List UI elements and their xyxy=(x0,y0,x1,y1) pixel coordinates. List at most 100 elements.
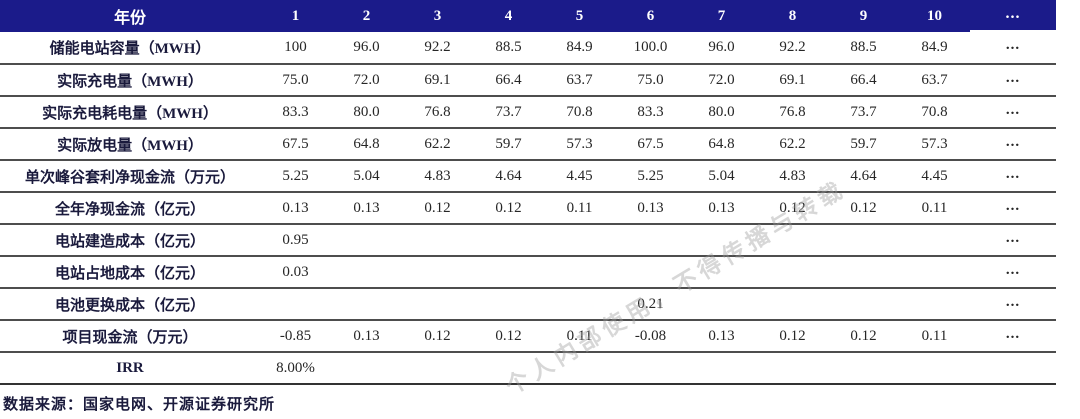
value-cell: 70.8 xyxy=(544,96,615,129)
value-cell xyxy=(686,224,757,257)
row-label-cell: 电池更换成本（亿元） xyxy=(0,288,260,321)
table-row: 电站占地成本（亿元） 0.03... xyxy=(0,254,1056,289)
value-cell xyxy=(331,256,402,289)
header-year-4-cell: 4 xyxy=(473,0,544,32)
table-row: IRR 8.00% xyxy=(0,352,1056,385)
value-cell: 63.7 xyxy=(544,64,615,97)
value-cell: 0.12 xyxy=(402,192,473,225)
ellipsis-cell: ... xyxy=(970,30,1056,63)
row-label-cell: 储能电站容量（MWH） xyxy=(0,32,260,65)
value-cell: 96.0 xyxy=(331,32,402,65)
value-cell: 57.3 xyxy=(899,128,970,161)
value-cell xyxy=(828,256,899,289)
value-cell xyxy=(544,288,615,321)
table-row: 单次峰谷套利净现金流（万元） 5.25 5.04 4.83 4.64 4.45 5.25 5.… xyxy=(0,158,1056,193)
value-cell: 0.13 xyxy=(686,192,757,225)
value-cell: 0.12 xyxy=(473,192,544,225)
value-cell: 0.12 xyxy=(828,192,899,225)
value-cell xyxy=(757,224,828,257)
value-cell: 0.11 xyxy=(544,192,615,225)
table-row: 实际充电耗电量（MWH） 83.3 80.0 76.8 73.7 70.8 83.3 80.0… xyxy=(0,94,1056,129)
value-cell: 59.7 xyxy=(828,128,899,161)
table-row: 储能电站容量（MWH） 100 96.0 92.2 88.5 84.9 100.0 96.0 9… xyxy=(0,30,1056,65)
value-cell: -0.08 xyxy=(615,320,686,353)
value-cell: 4.64 xyxy=(828,160,899,193)
header-year-9-cell: 9 xyxy=(828,0,899,32)
value-cell xyxy=(615,256,686,289)
header-year-2-cell: 2 xyxy=(331,0,402,32)
value-cell: 92.2 xyxy=(757,32,828,65)
table-row: 电站建造成本（亿元） 0.95... xyxy=(0,222,1056,257)
value-cell: 0.12 xyxy=(828,320,899,353)
value-cell: 72.0 xyxy=(331,64,402,97)
value-cell xyxy=(331,352,402,385)
value-cell xyxy=(260,288,331,321)
value-cell xyxy=(899,224,970,257)
header-year-cell: 年份 xyxy=(0,0,260,32)
row-label-cell: 实际放电量（MWH） xyxy=(0,128,260,161)
value-cell: 92.2 xyxy=(402,32,473,65)
ellipsis-cell: ... xyxy=(970,222,1056,255)
value-cell xyxy=(828,224,899,257)
value-cell: 64.8 xyxy=(686,128,757,161)
value-cell: 63.7 xyxy=(899,64,970,97)
value-cell: 5.25 xyxy=(615,160,686,193)
value-cell: -0.85 xyxy=(260,320,331,353)
row-label-cell: 电站建造成本（亿元） xyxy=(0,224,260,257)
header-ellipsis-cell: ... xyxy=(970,0,1056,30)
value-cell: 69.1 xyxy=(757,64,828,97)
row-label-cell: 全年净现金流（亿元） xyxy=(0,192,260,225)
value-cell: 0.95 xyxy=(260,224,331,257)
value-cell: 96.0 xyxy=(686,32,757,65)
value-cell: 100 xyxy=(260,32,331,65)
value-cell: 0.11 xyxy=(544,320,615,353)
value-cell xyxy=(757,288,828,321)
value-cell: 75.0 xyxy=(615,64,686,97)
ellipsis-cell: ... xyxy=(970,286,1056,319)
value-cell: 100.0 xyxy=(615,32,686,65)
ellipsis-cell: ... xyxy=(970,158,1056,191)
header-year-10-cell: 10 xyxy=(899,0,970,32)
value-cell xyxy=(331,224,402,257)
header-year-3-cell: 3 xyxy=(402,0,473,32)
value-cell: 5.04 xyxy=(331,160,402,193)
value-cell xyxy=(899,352,970,385)
value-cell xyxy=(331,288,402,321)
header-row: 年份 1 2 3 4 5 6 7 8 9 10... xyxy=(0,0,1056,32)
value-cell xyxy=(473,256,544,289)
value-cell xyxy=(402,224,473,257)
value-cell xyxy=(402,288,473,321)
value-cell xyxy=(544,352,615,385)
value-cell: 0.13 xyxy=(331,192,402,225)
table-row: 全年净现金流（亿元） 0.13 0.13 0.12 0.12 0.11 0.13 0.13 0.… xyxy=(0,190,1056,225)
energy-storage-irr-table: 年份 1 2 3 4 5 6 7 8 9 10... 储能电站容量（MWH） 100 96.0 92.2 8… xyxy=(0,0,1056,385)
table-row: 实际充电量（MWH） 75.0 72.0 69.1 66.4 63.7 75.0 72.0 69… xyxy=(0,62,1056,97)
value-cell xyxy=(828,288,899,321)
value-cell: 59.7 xyxy=(473,128,544,161)
ellipsis-cell: ... xyxy=(970,94,1056,127)
value-cell: 84.9 xyxy=(544,32,615,65)
value-cell xyxy=(544,224,615,257)
value-cell: 0.03 xyxy=(260,256,331,289)
value-cell: 0.11 xyxy=(899,192,970,225)
ellipsis-cell: ... xyxy=(970,254,1056,287)
value-cell: 83.3 xyxy=(615,96,686,129)
table-body: 储能电站容量（MWH） 100 96.0 92.2 88.5 84.9 100.0 96.0 9… xyxy=(0,30,1056,385)
value-cell: 0.13 xyxy=(260,192,331,225)
value-cell: 88.5 xyxy=(828,32,899,65)
table-row: 项目现金流（万元） -0.85 0.13 0.12 0.12 0.11 -0.08 0.13 0… xyxy=(0,318,1056,353)
header-year-8-cell: 8 xyxy=(757,0,828,32)
value-cell: 72.0 xyxy=(686,64,757,97)
ellipsis-cell: ... xyxy=(970,62,1056,95)
value-cell: 0.13 xyxy=(615,192,686,225)
value-cell xyxy=(899,256,970,289)
table-row: 实际放电量（MWH） 67.5 64.8 62.2 59.7 57.3 67.5 64.8 62… xyxy=(0,126,1056,161)
value-cell: 4.83 xyxy=(402,160,473,193)
value-cell: 84.9 xyxy=(899,32,970,65)
value-cell: 4.45 xyxy=(899,160,970,193)
value-cell: 62.2 xyxy=(757,128,828,161)
value-cell: 66.4 xyxy=(828,64,899,97)
value-cell: 88.5 xyxy=(473,32,544,65)
value-cell: 75.0 xyxy=(260,64,331,97)
